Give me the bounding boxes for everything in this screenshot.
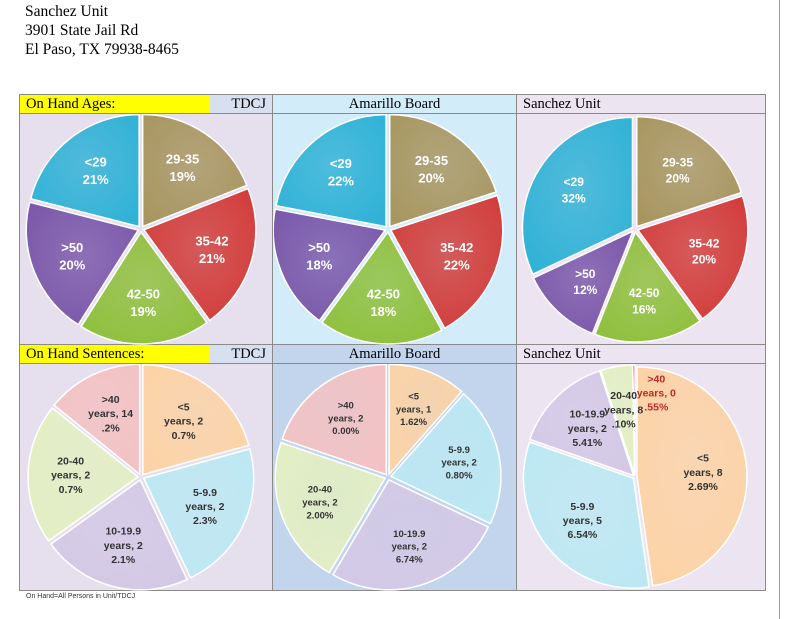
ages-board-panel: Amarillo Board 29-35 20% 35-42 22% 42-50 18% >… bbox=[273, 95, 517, 345]
pie-slice bbox=[274, 441, 387, 574]
pie-slice-label: >40 years, 2 0.00% bbox=[328, 400, 363, 437]
pie-slice bbox=[142, 364, 250, 476]
pie-slice-label: >40 years, 14.2% bbox=[88, 394, 133, 434]
ages-tdcj-panel: On Hand Ages: TDCJ 29-35 19% 35-42 21% 42-50… bbox=[20, 95, 273, 345]
sentences-board-panel: Amarillo Board <5 years, 1 1.62% 5-9.9 years… bbox=[273, 345, 517, 591]
pie-slice bbox=[389, 392, 502, 525]
pie-slice bbox=[331, 478, 490, 591]
ages-label-text: On Hand Ages: bbox=[26, 95, 116, 112]
ages-tdcj-title: TDCJ bbox=[231, 96, 266, 112]
pie-slice bbox=[388, 364, 463, 477]
ages-unit-title: Sanchez Unit bbox=[523, 95, 601, 112]
pie-slice bbox=[593, 230, 702, 343]
address-line-2: 3901 State Jail Rd bbox=[25, 22, 139, 39]
pie-slice bbox=[389, 114, 498, 228]
pie-slice bbox=[632, 364, 636, 476]
sentences-tdcj-header: On Hand Sentences: TDCJ bbox=[20, 345, 272, 364]
ages-unit-panel: Sanchez Unit 29-35 20% 35-42 20% 42-50 16% >50… bbox=[517, 95, 765, 344]
pie-slice-label: 20-40 years, 2 0.7% bbox=[51, 456, 90, 496]
address-line-1: Sanchez Unit bbox=[25, 3, 109, 20]
pie-slice bbox=[49, 478, 189, 591]
pie-slice bbox=[80, 230, 208, 345]
sentences-label-text: On Hand Sentences: bbox=[26, 345, 145, 362]
ages-row: On Hand Ages: TDCJ 29-35 19% 35-42 21% 42-50… bbox=[19, 94, 766, 345]
ages-board-title: Amarillo Board bbox=[348, 95, 441, 112]
pie-slice bbox=[636, 115, 743, 228]
pie-slice-label: 10-19.9 years, 2 6.74% bbox=[392, 529, 427, 566]
pie-slice-label: 5-9.9 years, 5 6.54% bbox=[563, 501, 602, 541]
footnote: On Hand=All Persons in Unit/TDCJ bbox=[26, 593, 136, 600]
pie-slice-label: 29-35 20% bbox=[662, 155, 693, 185]
pie-slice-label: 35-42 20% bbox=[689, 237, 720, 267]
pie-slice bbox=[320, 230, 443, 345]
pie-slice-label: 29-35 20% bbox=[415, 153, 448, 186]
sentences-tdcj-title: TDCJ bbox=[231, 346, 266, 362]
pie-slice-label: 20-40 years, 8.10% bbox=[604, 390, 643, 430]
sentences-board-pie: <5 years, 1 1.62% 5-9.9 years, 2 0.80% 10-19.9… bbox=[274, 364, 502, 591]
pie-slice bbox=[27, 406, 140, 543]
pie-slice bbox=[29, 114, 140, 228]
pie-slice bbox=[142, 447, 255, 579]
sentences-tdcj-panel: On Hand Sentences: TDCJ <5 years, 2 0.7% 5-… bbox=[20, 345, 273, 591]
pie-slice bbox=[521, 116, 634, 276]
pie-slice bbox=[281, 364, 388, 476]
ages-board-pie: 29-35 20% 35-42 22% 42-50 18% >50 18% <29 22% bbox=[273, 114, 504, 345]
pie-slice-label: 29-35 19% bbox=[166, 152, 199, 185]
pie-slice-label: 42-50 18% bbox=[367, 287, 400, 320]
pie-slice bbox=[522, 441, 651, 590]
pie-slice-label: 35-42 22% bbox=[440, 240, 473, 273]
pie-slice-label: 5-9.9 years, 2 2.3% bbox=[185, 487, 224, 527]
pie-slice bbox=[275, 114, 387, 228]
sentences-unit-pie: <5 years, 8 2.69% 5-9.9 years, 5 6.54% 10-19.9… bbox=[522, 364, 748, 590]
sentences-label: On Hand Sentences: bbox=[20, 345, 210, 363]
pie-slice-label: >40 years, 0.55% bbox=[637, 373, 676, 413]
pie-slice-label: <29 22% bbox=[328, 156, 354, 189]
sentences-unit-panel: Sanchez Unit <5 years, 8 2.69% 5-9.9 years, … bbox=[517, 345, 765, 590]
pie-slice-label: >50 18% bbox=[306, 240, 332, 273]
ages-unit-pie: 29-35 20% 35-42 20% 42-50 16% >50 12% <29 32% bbox=[521, 115, 749, 343]
pie-slice bbox=[25, 201, 140, 326]
pie-slice-label: 35-42 21% bbox=[195, 233, 228, 266]
sentences-unit-title: Sanchez Unit bbox=[523, 345, 601, 362]
pie-slice-label: <5 years, 1 1.62% bbox=[396, 392, 432, 429]
pie-slice bbox=[53, 364, 141, 476]
pie-slice-label: 20-40 years, 2 2.00% bbox=[302, 485, 337, 522]
ages-unit-header: Sanchez Unit bbox=[517, 95, 765, 114]
pie-slice bbox=[636, 366, 748, 587]
unit-address: Sanchez Unit 3901 State Jail Rd El Paso,… bbox=[25, 2, 179, 59]
sentences-row: On Hand Sentences: TDCJ <5 years, 2 0.7% 5-… bbox=[19, 345, 766, 591]
sentences-unit-header: Sanchez Unit bbox=[517, 345, 765, 364]
pie-slice bbox=[636, 194, 749, 320]
sentences-tdcj-pie: <5 years, 2 0.7% 5-9.9 years, 2 2.3% 10-19.9 ye… bbox=[27, 364, 255, 591]
sentences-board-header: Amarillo Board bbox=[273, 345, 516, 364]
pie-slice bbox=[141, 114, 248, 228]
pie-slice-label: 10-19.9 years, 2 2.1% bbox=[104, 526, 143, 566]
pie-slice bbox=[532, 229, 635, 335]
pie-slice bbox=[273, 208, 387, 322]
ages-label: On Hand Ages: bbox=[20, 95, 210, 113]
pie-slice bbox=[142, 187, 257, 322]
page-edge-line bbox=[779, 0, 780, 619]
pie-slice-label: <5 years, 8 2.69% bbox=[683, 453, 722, 493]
pie-slice-label: <5 years, 2 0.7% bbox=[164, 401, 203, 441]
pie-slice bbox=[528, 369, 635, 477]
pie-slice-label: 10-19.9 years, 2 5.41% bbox=[568, 409, 607, 449]
pie-slice-label: >50 12% bbox=[573, 267, 597, 297]
ages-tdcj-header: On Hand Ages: TDCJ bbox=[20, 95, 272, 114]
ages-tdcj-pie: 29-35 19% 35-42 21% 42-50 19% >50 20% <29 21% bbox=[25, 114, 257, 345]
pie-slice-label: <29 21% bbox=[83, 154, 109, 187]
ages-board-header: Amarillo Board bbox=[273, 95, 516, 114]
pie-slice bbox=[389, 194, 504, 330]
pie-slice-label: 42-50 19% bbox=[127, 287, 160, 320]
pie-slice-label: 42-50 16% bbox=[629, 286, 660, 316]
sentences-board-title: Amarillo Board bbox=[348, 345, 441, 362]
pie-slice-label: <29 32% bbox=[562, 175, 586, 205]
pie-slice-label: >50 20% bbox=[59, 240, 85, 273]
address-line-3: El Paso, TX 79938-8465 bbox=[25, 41, 179, 58]
pie-slice-label: 5-9.9 years, 2 0.80% bbox=[441, 445, 476, 482]
